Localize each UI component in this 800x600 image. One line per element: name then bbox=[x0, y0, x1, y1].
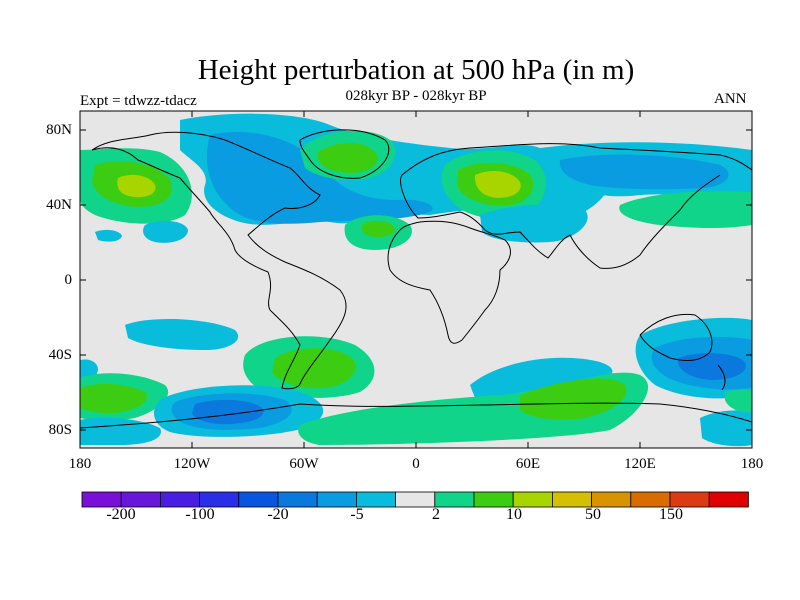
colorbar-swatch bbox=[159, 491, 200, 508]
colorbar-label: -200 bbox=[106, 506, 136, 523]
coastlines bbox=[80, 129, 752, 429]
lon-tick-180e: 180 bbox=[740, 456, 764, 472]
colorbar-swatch bbox=[552, 491, 593, 508]
experiment-label: Expt = tdwzz-tdacz bbox=[80, 93, 197, 109]
lon-tick-0: 0 bbox=[412, 456, 420, 472]
colorbar-swatch bbox=[120, 491, 161, 508]
colorbar-swatch bbox=[591, 491, 632, 508]
colorbar bbox=[81, 491, 749, 508]
lon-tick-60w: 60W bbox=[289, 456, 319, 472]
colorbar-swatch bbox=[277, 491, 318, 508]
contour-teal-west-pacific bbox=[619, 191, 752, 229]
lon-tick-120w: 120W bbox=[173, 456, 211, 472]
contour-green-greenland bbox=[318, 143, 378, 173]
colorbar-label: 10 bbox=[506, 506, 522, 523]
contour-yellowgreen-eurasia bbox=[474, 170, 521, 198]
lon-tick-60e: 60E bbox=[515, 456, 541, 472]
contour-cyan-east-pacific bbox=[95, 229, 122, 242]
colorbar-swatch bbox=[395, 491, 436, 508]
colorbar-swatch bbox=[434, 491, 475, 508]
contour-green-atlantic bbox=[361, 220, 396, 238]
contour-green-southwest-pacific bbox=[80, 383, 147, 414]
contour-lightblue-north-america bbox=[206, 131, 433, 224]
lat-tick-40n: 40N bbox=[46, 197, 72, 213]
lat-tick-0: 0 bbox=[64, 272, 73, 288]
colorbar-swatch bbox=[630, 491, 671, 508]
colorbar-swatch bbox=[238, 491, 279, 508]
colorbar-label: -5 bbox=[350, 506, 364, 523]
lat-tick-40s: 40S bbox=[48, 347, 72, 363]
colorbar-swatch bbox=[473, 491, 514, 508]
contour-yellowgreen-pacific-north bbox=[117, 174, 156, 198]
season-label: ANN bbox=[714, 91, 747, 107]
chart-subtitle: 028kyr BP - 028kyr BP bbox=[345, 88, 487, 104]
chart-title: Height perturbation at 500 hPa (in m) bbox=[197, 54, 635, 86]
lat-tick-80n: 80N bbox=[46, 122, 72, 138]
colorbar-label: -20 bbox=[267, 506, 289, 523]
contour-teal-indian-south bbox=[725, 389, 752, 413]
lon-tick-120e: 120E bbox=[624, 456, 656, 472]
colorbar-swatch bbox=[669, 491, 710, 508]
contour-green-south-america bbox=[272, 348, 356, 389]
colorbar-swatch bbox=[512, 491, 553, 508]
colorbar-swatch bbox=[708, 491, 749, 508]
contour-green-southern-indian bbox=[520, 378, 627, 420]
contour-cyan-pacific-south-west bbox=[80, 417, 161, 445]
axis-ticks bbox=[79, 111, 753, 448]
contour-cyan-central-pacific bbox=[143, 220, 188, 243]
lat-tick-80s: 80S bbox=[48, 422, 72, 438]
colorbar-swatch bbox=[199, 491, 240, 508]
lon-tick-180w: 180 bbox=[68, 456, 92, 472]
colorbar-label: -100 bbox=[185, 506, 215, 523]
colorbar-swatch bbox=[316, 491, 357, 508]
colorbar-swatch bbox=[81, 491, 122, 508]
contour-cyan-ross bbox=[700, 410, 752, 447]
contour-blue-amundsen bbox=[192, 399, 264, 425]
contour-lightblue-west-pacific bbox=[559, 154, 729, 190]
colorbar-swatch bbox=[355, 491, 396, 508]
colorbar-label: 50 bbox=[585, 506, 601, 523]
colorbar-label: 2 bbox=[432, 506, 440, 523]
colorbar-label: 150 bbox=[659, 506, 683, 523]
contour-field bbox=[80, 111, 752, 448]
contour-cyan-south-pacific bbox=[125, 318, 239, 350]
